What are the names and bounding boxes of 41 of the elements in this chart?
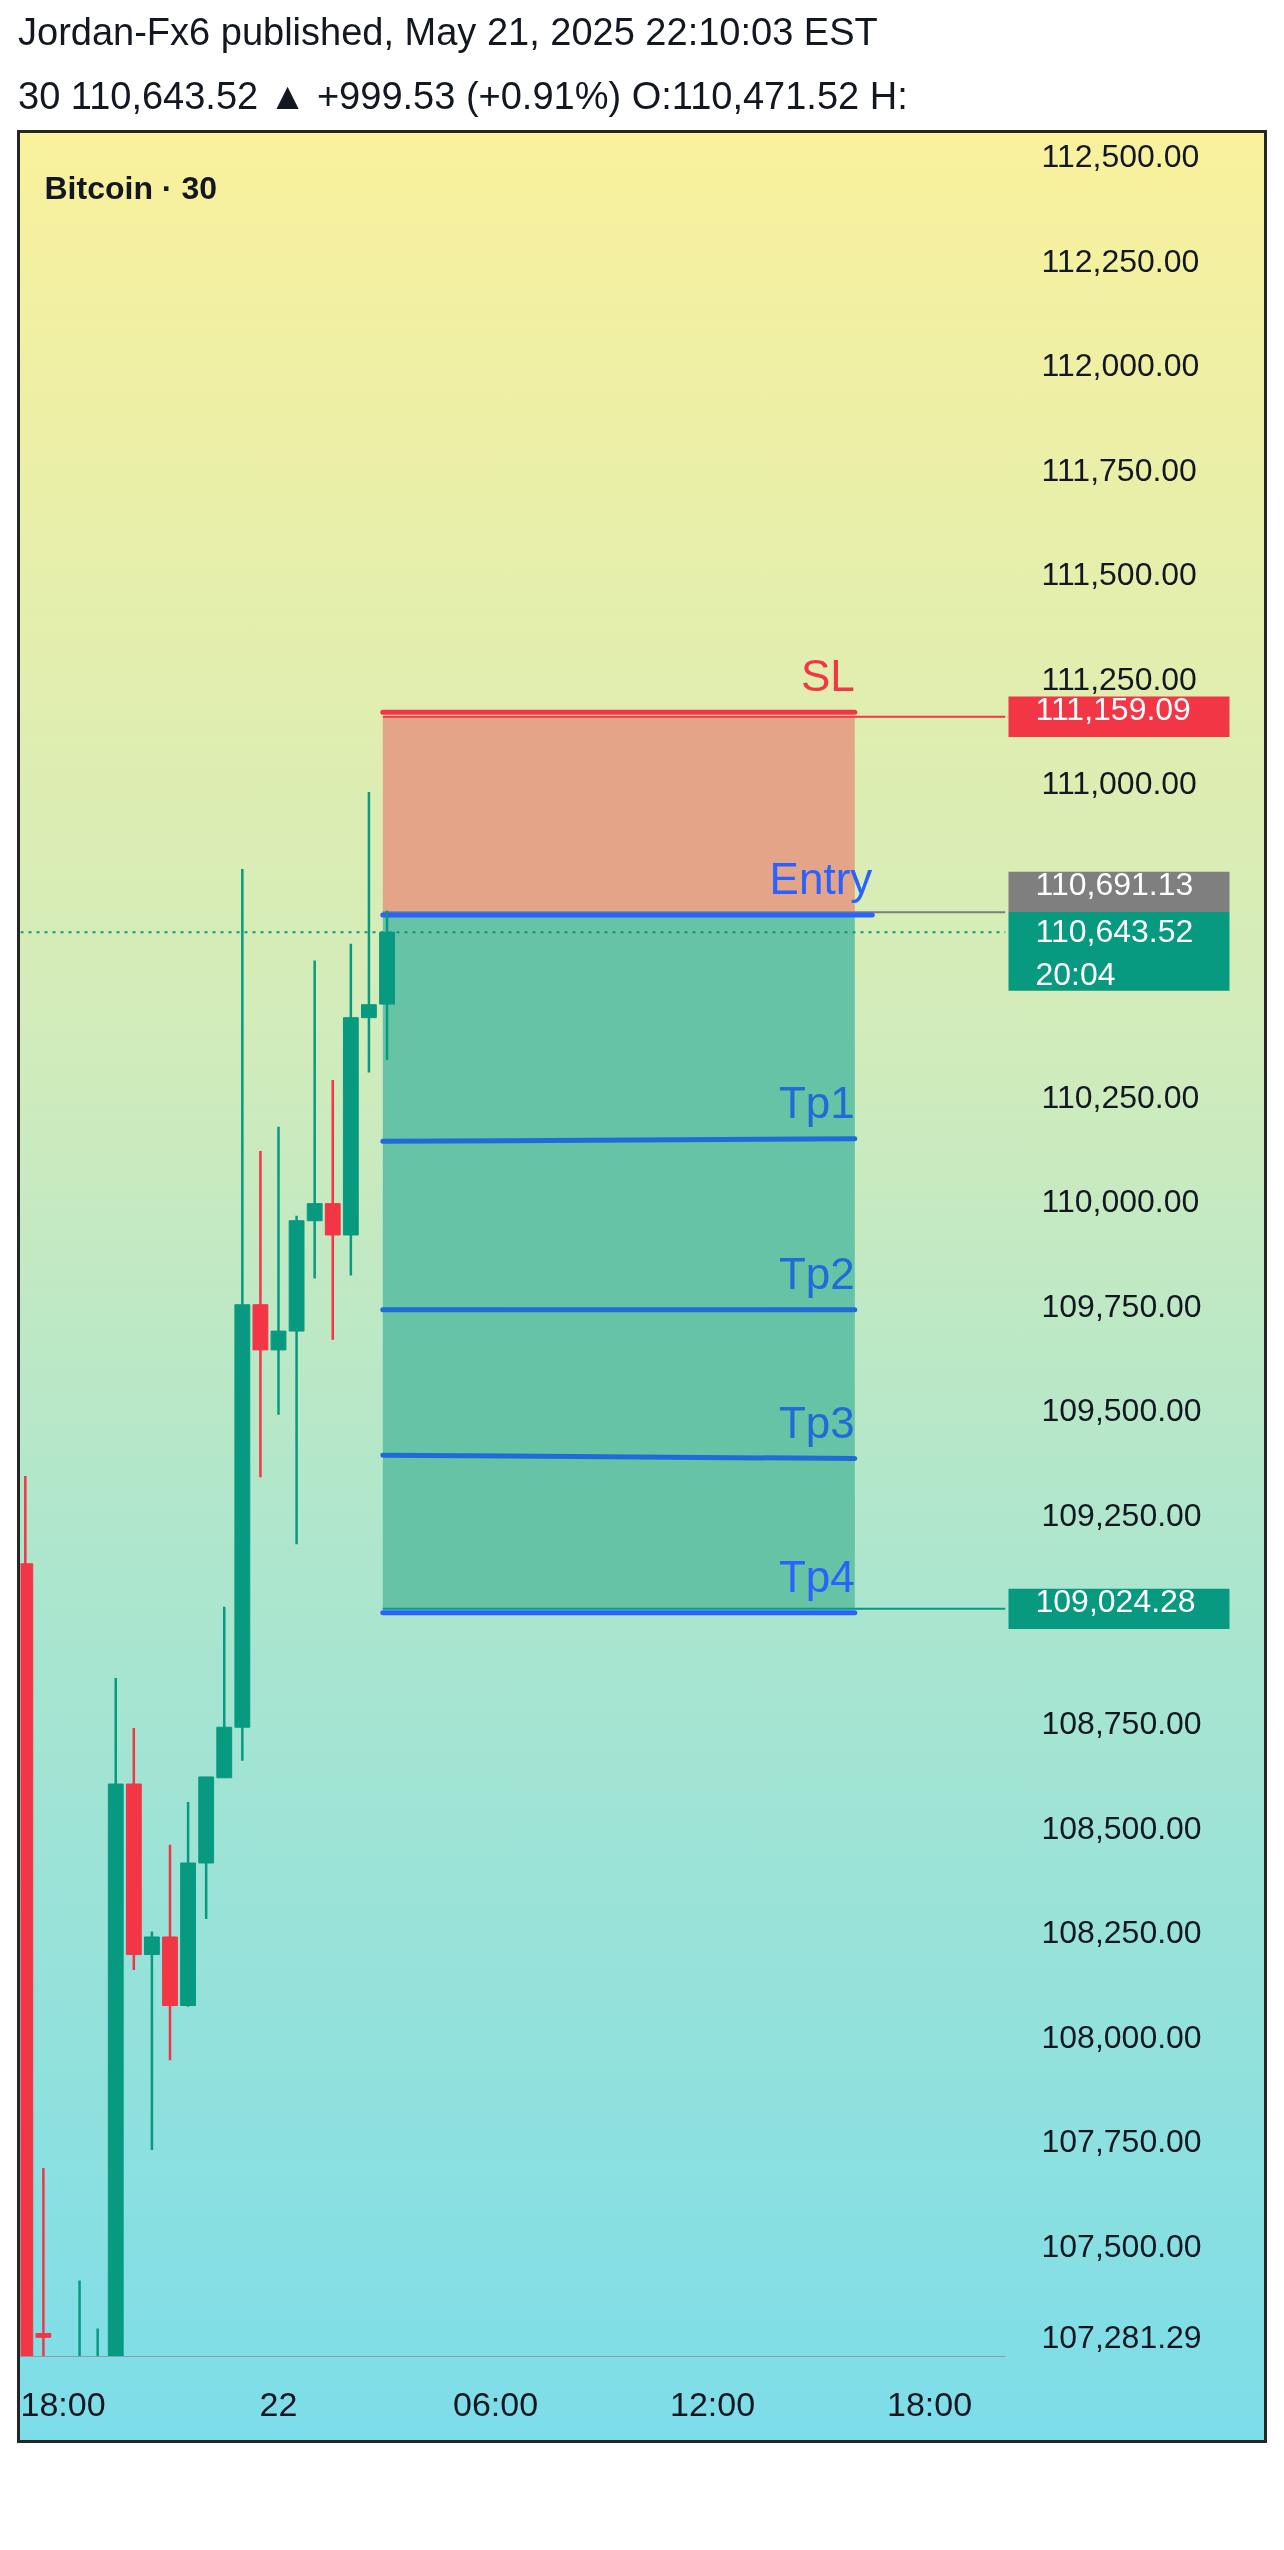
series-label: SL [800, 651, 855, 701]
y-tick-label: 108,500.00 [1041, 1809, 1202, 1846]
y-tick-label: 112,500.00 [1041, 138, 1200, 175]
series-label: Tp1 [778, 1077, 855, 1127]
y-tick-label: 110,000.00 [1041, 1183, 1200, 1220]
y-tick-label: 112,000.00 [1041, 347, 1200, 384]
y-tick-label: 108,250.00 [1041, 1914, 1202, 1951]
x-tick-label: 12:00 [669, 2384, 756, 2423]
candlestick [306, 959, 323, 1280]
ref-line-label: 110,691.13 [1035, 865, 1194, 902]
x-tick-label: 18:00 [20, 2384, 106, 2423]
x-tick-label: 22 [259, 2384, 298, 2423]
y-tick-label: 112,250.00 [1041, 242, 1200, 279]
candlestick [324, 1078, 341, 1342]
y-tick-label: 107,500.00 [1041, 2227, 1202, 2264]
y-tick-label: 107,750.00 [1041, 2123, 1202, 2160]
y-tick-label: 109,500.00 [1041, 1392, 1202, 1429]
ref-line-label: 109,024.28 [1035, 1582, 1196, 1619]
y-tick-label: 111,500.00 [1041, 556, 1197, 593]
y-tick-label: 109,250.00 [1041, 1496, 1202, 1533]
y-tick-label: 107,281.29 [1041, 2319, 1202, 2356]
x-tick-label: 06:00 [452, 2384, 539, 2423]
y-tick-label: 109,750.00 [1041, 1287, 1202, 1324]
y-tick-label: 111,250.00 [1041, 660, 1197, 697]
y-tick-label: 108,000.00 [1041, 2018, 1202, 2055]
candlestick [270, 1125, 287, 1416]
ref-line-label: 110,643.52 20:04 [1035, 913, 1194, 993]
series-label: Tp2 [778, 1248, 855, 1298]
series-label: Tp4 [778, 1551, 855, 1601]
series-label: Entry [769, 853, 873, 903]
y-tick-label: 111,750.00 [1041, 451, 1197, 488]
text: Bitcoin · 30 [44, 169, 217, 206]
text: Jordan-Fx6 published, May 21, 2025 22:10:03 EST [18, 10, 878, 55]
chart-subtitle: 30 110,643.52 ▲ +999.53 (+0.91%) O:110,471.52 H: [18, 74, 908, 119]
y-tick-label: 111,000.00 [1041, 765, 1197, 802]
y-tick-label: 110,250.00 [1041, 1078, 1200, 1115]
candlestick [35, 2166, 52, 2357]
candlestick [144, 1930, 160, 2152]
x-tick-label: 18:00 [887, 2384, 973, 2423]
y-tick-label: 108,750.00 [1041, 1705, 1202, 1742]
series-label: Tp3 [778, 1397, 855, 1447]
